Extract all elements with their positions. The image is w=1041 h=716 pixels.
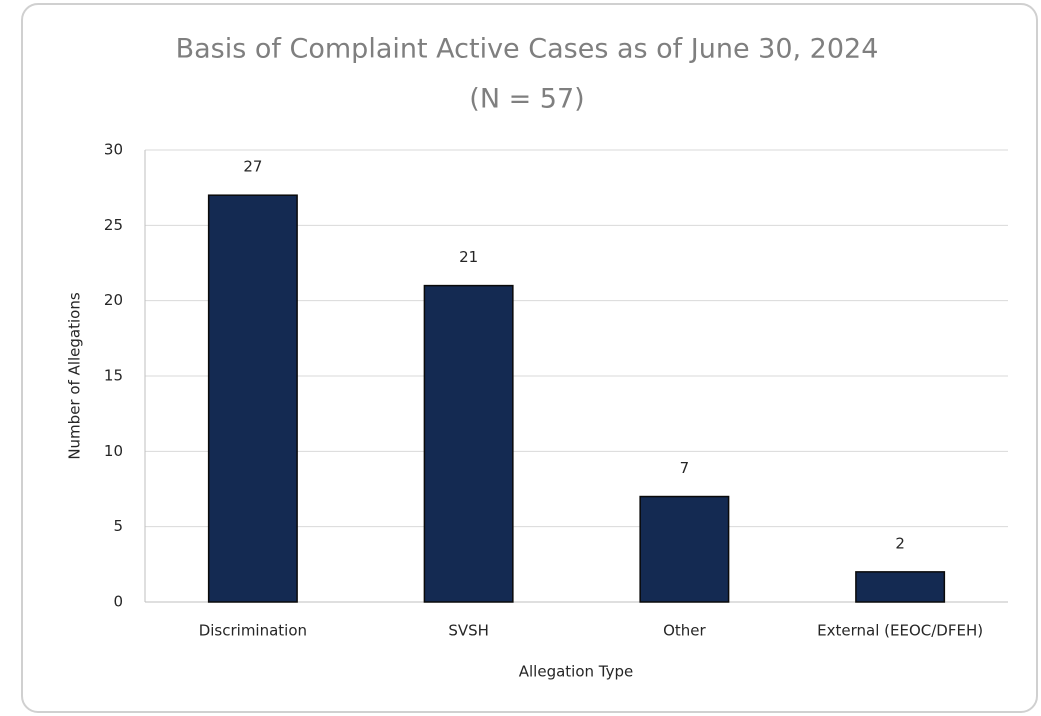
chart-title: Basis of Complaint Active Cases as of Ju… — [176, 34, 879, 65]
bar — [639, 495, 730, 603]
x-tick-label: Discrimination — [199, 622, 307, 640]
x-axis-label: Allegation Type — [519, 663, 634, 681]
data-label: 7 — [680, 459, 690, 477]
x-tick-label: SVSH — [448, 622, 489, 640]
y-tick-label: 25 — [104, 216, 123, 234]
y-tick-label: 5 — [113, 517, 123, 535]
y-tick-label: 15 — [104, 367, 123, 385]
chart-subtitle: (N = 57) — [469, 84, 584, 115]
y-tick-label: 30 — [104, 141, 123, 159]
x-tick-label: Other — [663, 622, 706, 640]
x-tick-label: External (EEOC/DFEH) — [817, 622, 983, 640]
data-label: 27 — [243, 158, 262, 176]
data-label: 2 — [895, 534, 905, 552]
y-tick-label: 10 — [104, 442, 123, 460]
bar — [855, 571, 946, 603]
data-label: 21 — [459, 248, 478, 266]
bar — [207, 194, 298, 603]
y-tick-label: 0 — [113, 593, 123, 611]
y-tick-label: 20 — [104, 291, 123, 309]
bar — [423, 284, 514, 603]
y-axis-label: Number of Allegations — [66, 292, 84, 460]
